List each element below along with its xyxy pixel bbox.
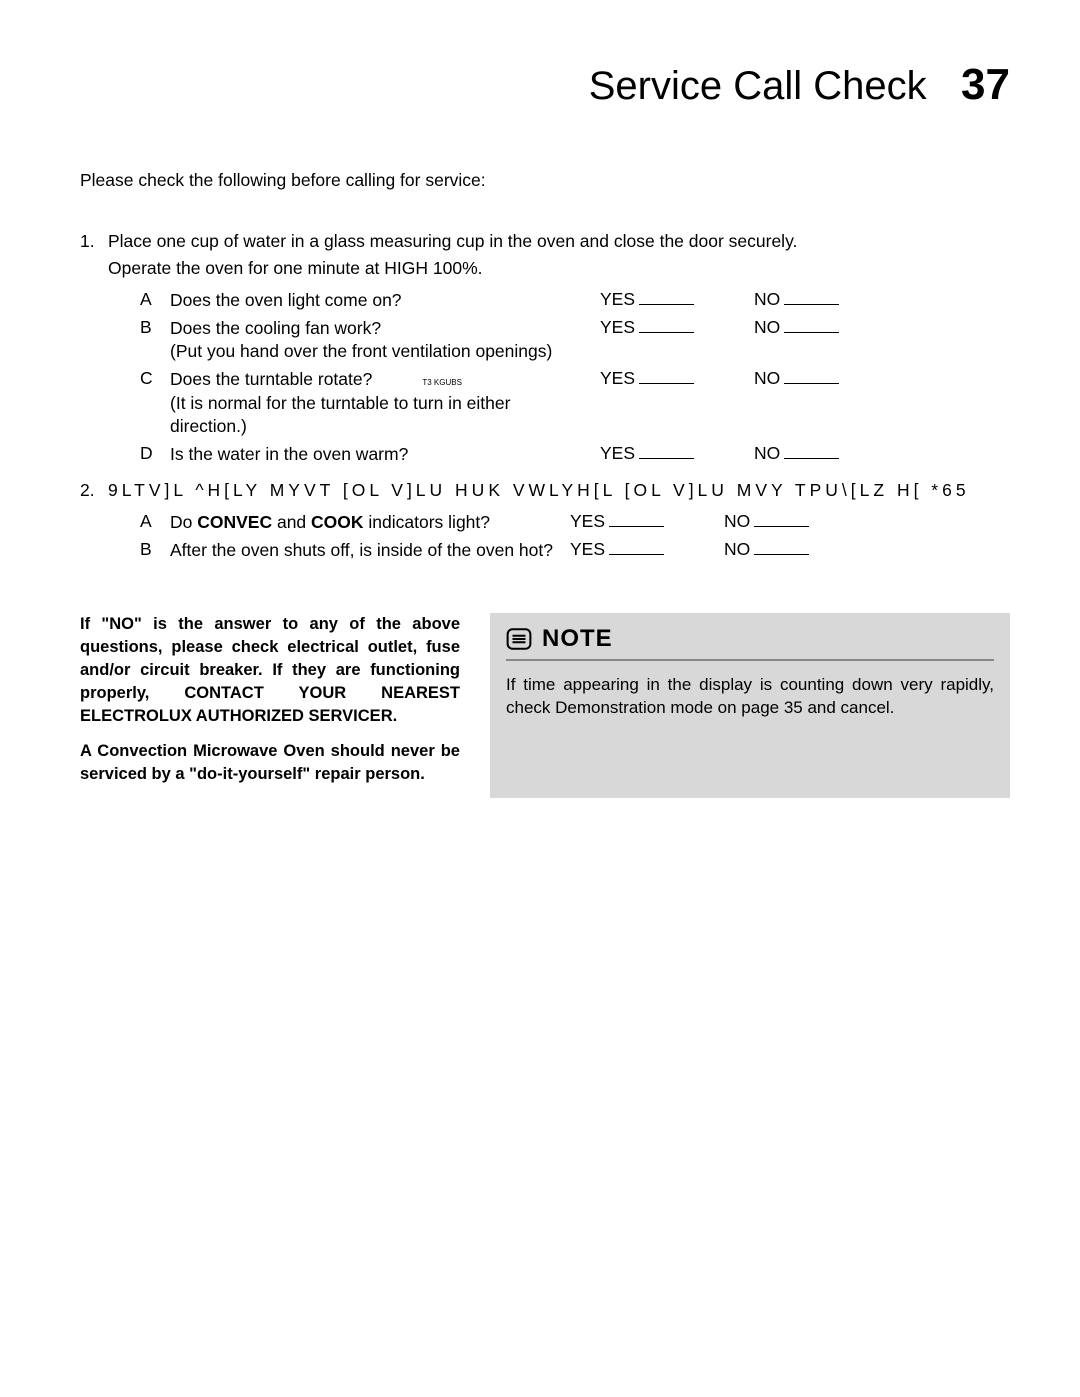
check-question: Do CONVEC and COOK indicators light? (170, 511, 570, 535)
step-2-number: 2. (80, 480, 108, 501)
step-2: 2. 9LTV]L ^H[LY MYVT [OL V]LU HUK VWLYH[… (80, 480, 1010, 501)
no-field[interactable]: NO (724, 511, 809, 532)
no-label: NO (724, 539, 750, 559)
page-title: Service Call Check (589, 64, 927, 109)
blank-line[interactable] (639, 383, 694, 384)
no-label: NO (724, 511, 750, 531)
artifact-glyph: T3 KGUBS (422, 378, 462, 387)
no-label: NO (754, 443, 780, 463)
check-2b: B After the oven shuts off, is inside of… (140, 539, 1010, 563)
no-label: NO (754, 289, 780, 309)
blank-line[interactable] (639, 304, 694, 305)
no-label: NO (754, 368, 780, 388)
check-1c: C Does the turntable rotate? T3 KGUBS (It… (140, 368, 1010, 439)
blank-line[interactable] (609, 554, 664, 555)
blank-line[interactable] (754, 554, 809, 555)
intro-text: Please check the following before callin… (80, 170, 1010, 191)
yes-no: YES NO (570, 539, 809, 560)
check-1b: B Does the cooling fan work? (Put you ha… (140, 317, 1010, 364)
check-2a: A Do CONVEC and COOK indicators light? Y… (140, 511, 1010, 535)
step-1-text: Place one cup of water in a glass measur… (108, 231, 1010, 252)
blank-line[interactable] (609, 526, 664, 527)
note-body: If time appearing in the display is coun… (506, 673, 994, 721)
check-1d: D Is the water in the oven warm? YES NO (140, 443, 1010, 467)
check-question-paren: (It is normal for the turntable to turn … (170, 392, 590, 439)
yes-no: YES NO (600, 443, 839, 464)
yes-label: YES (600, 289, 635, 309)
yes-label: YES (600, 368, 635, 388)
page: Service Call Check 37 Please check the f… (0, 0, 1080, 1397)
header: Service Call Check 37 (80, 60, 1010, 110)
check-question: Does the turntable rotate? T3 KGUBS (It i… (170, 368, 600, 439)
check-question: Does the cooling fan work? (Put you hand… (170, 317, 600, 364)
yes-field[interactable]: YES (600, 443, 694, 464)
q-bold-1: CONVEC (197, 512, 272, 532)
check-letter: D (140, 443, 170, 464)
footer-para-2: A Convection Microwave Oven should never… (80, 740, 460, 786)
blank-line[interactable] (784, 383, 839, 384)
check-letter: A (140, 289, 170, 310)
check-question: Is the water in the oven warm? (170, 443, 600, 467)
blank-line[interactable] (639, 332, 694, 333)
no-field[interactable]: NO (754, 443, 839, 464)
blank-line[interactable] (784, 458, 839, 459)
yes-label: YES (570, 511, 605, 531)
q-bold-2: COOK (311, 512, 364, 532)
yes-label: YES (600, 443, 635, 463)
yes-label: YES (570, 539, 605, 559)
check-question-main: Does the turntable rotate? (170, 369, 372, 389)
q-pre: Do (170, 512, 197, 532)
yes-label: YES (600, 317, 635, 337)
no-field[interactable]: NO (754, 289, 839, 310)
note-box: NOTE If time appearing in the display is… (490, 613, 1010, 799)
note-title: NOTE (542, 625, 613, 653)
check-letter: B (140, 317, 170, 338)
yes-field[interactable]: YES (600, 317, 694, 338)
footer-left: If "NO" is the answer to any of the abov… (80, 613, 460, 799)
note-header: NOTE (506, 625, 994, 661)
yes-field[interactable]: YES (600, 289, 694, 310)
yes-no: YES NO (600, 317, 839, 338)
blank-line[interactable] (784, 304, 839, 305)
step-1-subtext: Operate the oven for one minute at HIGH … (108, 258, 1010, 279)
check-letter: C (140, 368, 170, 389)
step-2-text: 9LTV]L ^H[LY MYVT [OL V]LU HUK VWLYH[L [… (108, 480, 1010, 501)
page-number: 37 (961, 60, 1010, 110)
yes-no: YES NO (570, 511, 809, 532)
q-mid: and (272, 512, 311, 532)
q-post: indicators light? (364, 512, 490, 532)
footer-para-1: If "NO" is the answer to any of the abov… (80, 613, 460, 728)
check-letter: A (140, 511, 170, 532)
blank-line[interactable] (784, 332, 839, 333)
yes-field[interactable]: YES (570, 539, 664, 560)
note-icon (506, 626, 532, 652)
no-field[interactable]: NO (754, 317, 839, 338)
check-1a: A Does the oven light come on? YES NO (140, 289, 1010, 313)
yes-field[interactable]: YES (600, 368, 694, 389)
no-label: NO (754, 317, 780, 337)
blank-line[interactable] (754, 526, 809, 527)
check-question-main: Does the cooling fan work? (170, 318, 381, 338)
yes-no: YES NO (600, 368, 839, 389)
no-field[interactable]: NO (724, 539, 809, 560)
check-question-paren: (Put you hand over the front ventilation… (170, 340, 590, 364)
check-question: Does the oven light come on? (170, 289, 600, 313)
yes-field[interactable]: YES (570, 511, 664, 532)
step-1-number: 1. (80, 231, 108, 252)
check-question: After the oven shuts off, is inside of t… (170, 539, 570, 563)
blank-line[interactable] (639, 458, 694, 459)
lower-section: If "NO" is the answer to any of the abov… (80, 613, 1010, 799)
check-letter: B (140, 539, 170, 560)
step-1: 1. Place one cup of water in a glass mea… (80, 231, 1010, 252)
no-field[interactable]: NO (754, 368, 839, 389)
yes-no: YES NO (600, 289, 839, 310)
